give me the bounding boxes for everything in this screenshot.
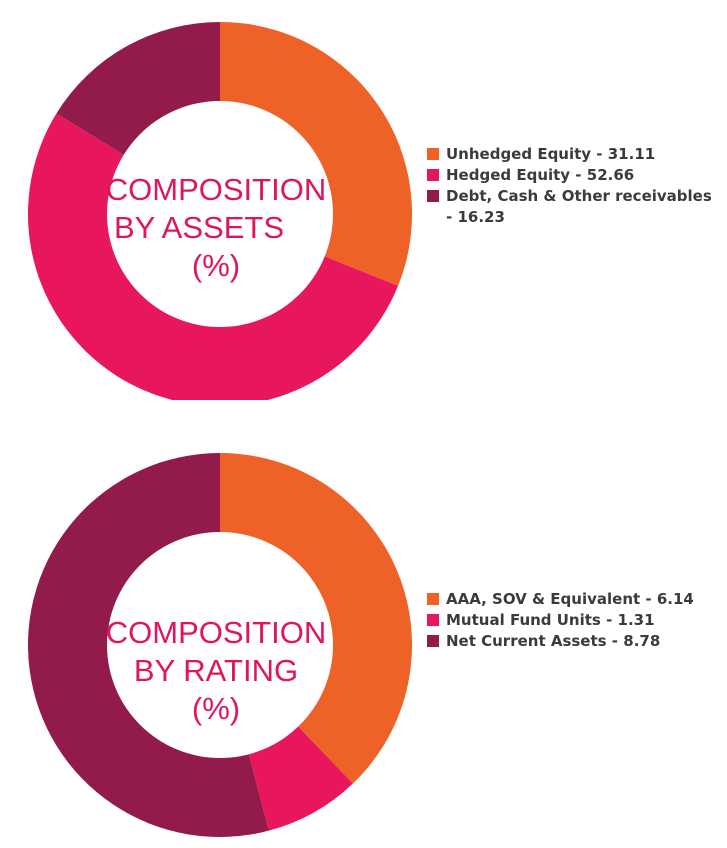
legend-item: Mutual Fund Units - 1.31 xyxy=(427,610,723,631)
legend-label: Net Current Assets - 8.78 xyxy=(446,632,661,650)
donut-hole xyxy=(107,532,333,758)
center-label-line-2: BY RATING xyxy=(134,653,298,688)
legend-label: Debt, Cash & Other receivables - 16.23 xyxy=(446,187,712,226)
legend-swatch xyxy=(427,593,439,605)
legend-assets: Unhedged Equity - 31.11 Hedged Equity - … xyxy=(427,144,723,228)
legend-swatch xyxy=(427,190,439,202)
legend-item: AAA, SOV & Equivalent - 6.14 xyxy=(427,589,723,610)
legend-item: Debt, Cash & Other receivables - 16.23 xyxy=(427,186,723,228)
legend-swatch xyxy=(427,635,439,647)
center-label-line-2: BY ASSETS xyxy=(114,210,284,245)
legend-item: Net Current Assets - 8.78 xyxy=(427,631,723,652)
donut-chart-assets: COMPOSITION BY ASSETS (%) xyxy=(28,22,412,400)
legend-swatch xyxy=(427,169,439,181)
center-label-line-1: COMPOSITION xyxy=(106,615,326,650)
legend-label: AAA, SOV & Equivalent - 6.14 xyxy=(446,590,694,608)
legend-label: Mutual Fund Units - 1.31 xyxy=(446,611,655,629)
donut-hole xyxy=(107,101,333,327)
legend-label: Unhedged Equity - 31.11 xyxy=(446,145,656,163)
legend-label: Hedged Equity - 52.66 xyxy=(446,166,635,184)
legend-rating: AAA, SOV & Equivalent - 6.14 Mutual Fund… xyxy=(427,589,723,652)
legend-swatch xyxy=(427,614,439,626)
center-label-line-1: COMPOSITION xyxy=(106,172,326,207)
legend-item: Unhedged Equity - 31.11 xyxy=(427,144,723,165)
donut-chart-rating: COMPOSITION BY RATING (%) xyxy=(27,452,412,837)
legend-swatch xyxy=(427,148,439,160)
center-label-line-3: (%) xyxy=(192,691,240,726)
center-label-line-3: (%) xyxy=(192,248,240,283)
legend-item: Hedged Equity - 52.66 xyxy=(427,165,723,186)
